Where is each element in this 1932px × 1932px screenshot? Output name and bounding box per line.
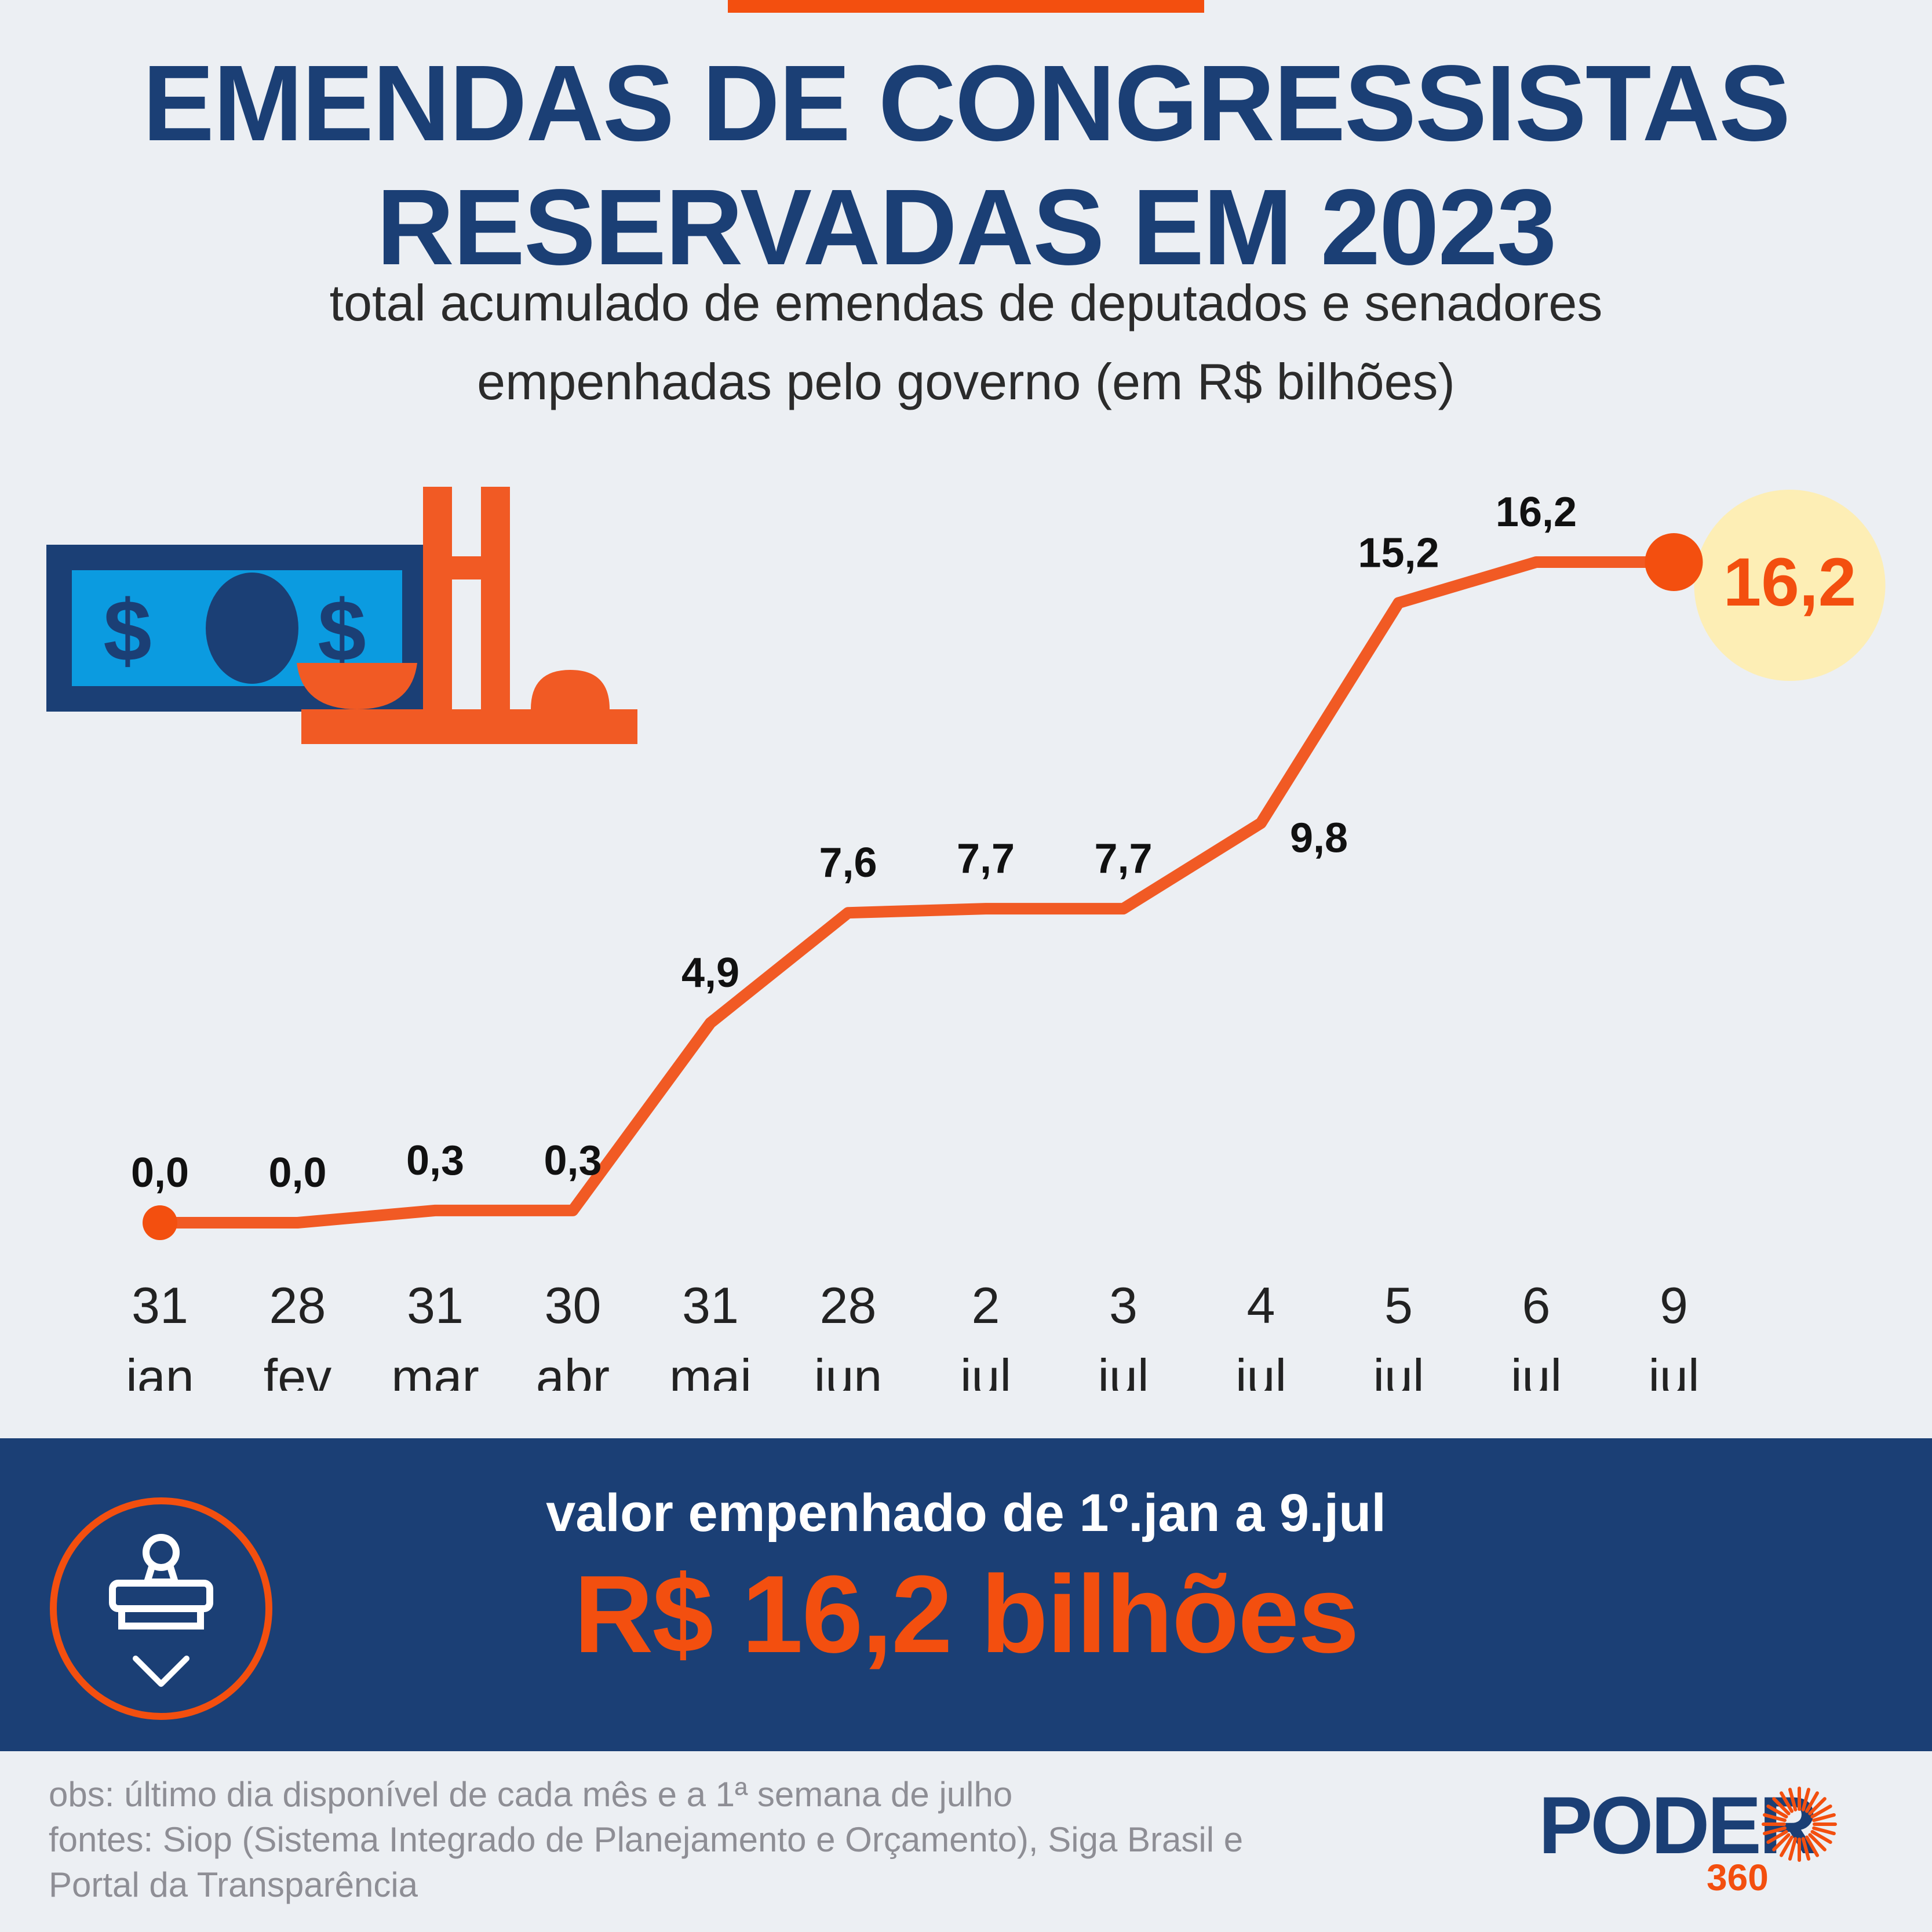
highlight-circle bbox=[1694, 490, 1886, 681]
data-label: 7,6 bbox=[819, 840, 877, 886]
footnote: obs: último dia disponível de cada mês e… bbox=[49, 1772, 1243, 1908]
x-tick-label-day: 28 bbox=[820, 1277, 877, 1334]
summary-panel bbox=[0, 1438, 1932, 1751]
sun-ray bbox=[1766, 1830, 1788, 1844]
title-line-1: EMENDAS DE CONGRESSISTAS bbox=[142, 43, 1791, 163]
data-label: 9,8 bbox=[1290, 815, 1348, 861]
sun-ray bbox=[1812, 1813, 1836, 1822]
subtitle-line-1: total acumulado de emendas de deputados … bbox=[329, 274, 1603, 331]
x-tick-label-day: 2 bbox=[972, 1277, 1000, 1334]
sun-ray bbox=[1801, 1788, 1811, 1811]
x-tick-label-month: jul bbox=[1234, 1348, 1286, 1391]
data-label: 0,3 bbox=[406, 1138, 464, 1184]
x-tick-label-month: mar bbox=[391, 1348, 479, 1391]
data-label: 7,7 bbox=[1094, 836, 1152, 882]
stamp-check-icon bbox=[50, 1497, 272, 1720]
x-tick-label-day: 9 bbox=[1660, 1277, 1688, 1334]
data-label: 0,0 bbox=[268, 1150, 326, 1196]
summary-label: valor empenhado de 1º.jan a 9.jul bbox=[546, 1483, 1386, 1543]
sun-ray bbox=[1810, 1805, 1832, 1818]
sun-ray bbox=[1788, 1788, 1798, 1811]
sun-ray bbox=[1772, 1833, 1791, 1851]
data-label: 15,2 bbox=[1358, 530, 1439, 576]
x-tick-label-month: jun bbox=[812, 1348, 882, 1391]
chart-subtitle: total acumulado de emendas de deputados … bbox=[0, 264, 1932, 421]
data-label: 16,2 bbox=[1496, 489, 1577, 535]
x-tick-label-day: 5 bbox=[1384, 1277, 1413, 1334]
x-tick-label-day: 30 bbox=[545, 1277, 602, 1334]
x-tick-label-month: jul bbox=[1509, 1348, 1562, 1391]
footnote-obs: obs: último dia disponível de cada mês e… bbox=[49, 1775, 1013, 1814]
x-tick-label-month: jul bbox=[1646, 1348, 1699, 1391]
sun-ray bbox=[1788, 1837, 1798, 1861]
data-point-start bbox=[143, 1205, 177, 1240]
data-point-end bbox=[1645, 533, 1703, 591]
sun-ray bbox=[1780, 1791, 1794, 1813]
sun-ray bbox=[1772, 1797, 1791, 1816]
sun-ray bbox=[1805, 1835, 1819, 1857]
x-tick-label-month: jul bbox=[1371, 1348, 1424, 1391]
line-chart: 0,0 0,0 0,3 0,34,97,6 7,7 7,7 9,815,216,216,2 … bbox=[124, 489, 1886, 1391]
sun-ray bbox=[1805, 1791, 1819, 1813]
sun-ray bbox=[1812, 1826, 1836, 1836]
x-tick-label-month: jul bbox=[1096, 1348, 1149, 1391]
x-tick-label-month: mai bbox=[669, 1348, 752, 1391]
x-tick-label-month: abr bbox=[536, 1348, 610, 1391]
sun-burst-icon bbox=[1762, 1787, 1837, 1862]
x-tick-label-month: jul bbox=[958, 1348, 1011, 1391]
x-tick-label-day: 3 bbox=[1109, 1277, 1138, 1334]
sun-ray bbox=[1780, 1835, 1794, 1857]
sun-ray bbox=[1766, 1805, 1788, 1818]
data-label: 0,3 bbox=[544, 1138, 602, 1184]
series-line bbox=[154, 556, 1680, 1229]
data-label: 7,7 bbox=[957, 836, 1015, 882]
data-label: 16,2 bbox=[1723, 544, 1857, 621]
x-tick-label-month: jan bbox=[124, 1348, 194, 1391]
title-line-2: RESERVADAS EM 2023 bbox=[376, 167, 1557, 287]
summary-value: R$ 16,2 bilhões bbox=[574, 1553, 1359, 1676]
x-tick-label-day: 6 bbox=[1522, 1277, 1551, 1334]
x-tick-label-day: 28 bbox=[269, 1277, 326, 1334]
money-congress-icon: $ $ bbox=[46, 487, 637, 744]
x-tick-label-day: 31 bbox=[407, 1277, 464, 1334]
x-tick-label-day: 4 bbox=[1247, 1277, 1275, 1334]
footnote-sources-2: Portal da Transparência bbox=[49, 1865, 418, 1904]
top-accent-bar bbox=[728, 0, 1204, 13]
sun-ray bbox=[1810, 1830, 1832, 1844]
svg-text:$: $ bbox=[103, 582, 151, 679]
sun-ray bbox=[1808, 1797, 1827, 1816]
poder360-logo: PODER 360 bbox=[1539, 1782, 1840, 1898]
footnote-sources-1: fontes: Siop (Sistema Integrado de Plane… bbox=[49, 1820, 1244, 1859]
data-label: 0,0 bbox=[131, 1150, 189, 1196]
x-tick-label-month: fev bbox=[264, 1348, 331, 1391]
x-tick-label-day: 31 bbox=[682, 1277, 739, 1334]
x-tick-label-day: 31 bbox=[132, 1277, 188, 1334]
subtitle-line-2: empenhadas pelo governo (em R$ bilhões) bbox=[477, 353, 1455, 410]
logo-number: 360 bbox=[1707, 1857, 1769, 1898]
chart-title: EMENDAS DE CONGRESSISTAS RESERVADAS EM 2… bbox=[0, 42, 1932, 290]
sun-ray bbox=[1808, 1833, 1827, 1851]
sun-ray bbox=[1763, 1826, 1787, 1836]
data-label: 4,9 bbox=[681, 950, 739, 996]
sun-ray bbox=[1801, 1837, 1811, 1861]
sun-ray bbox=[1763, 1813, 1787, 1822]
